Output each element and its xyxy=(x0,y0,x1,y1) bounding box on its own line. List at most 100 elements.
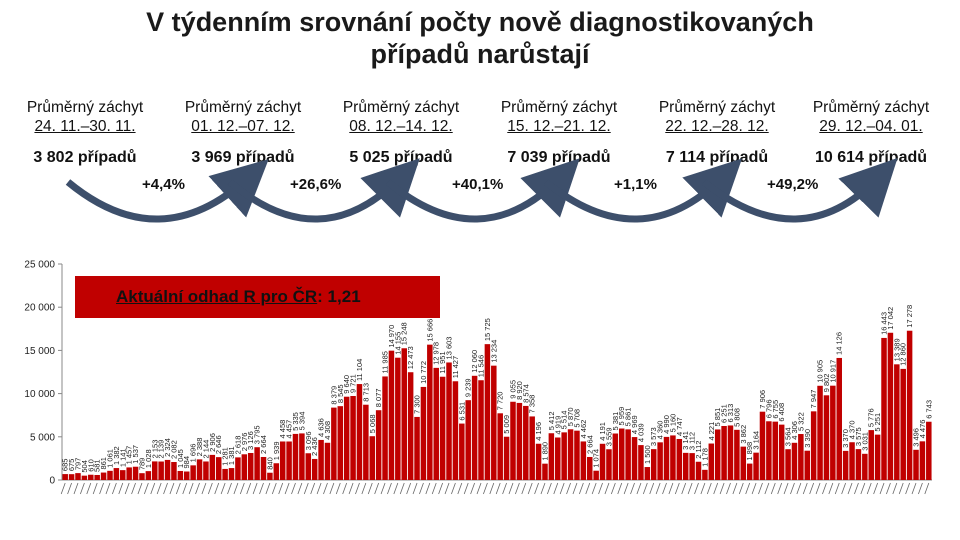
bar xyxy=(836,357,842,480)
x-tick xyxy=(706,482,712,495)
bar-label: 797 xyxy=(73,458,82,471)
bar-label: 1 898 xyxy=(745,442,754,461)
slide-title: V týdenním srovnání počty nově diagnosti… xyxy=(0,6,960,70)
x-tick xyxy=(118,482,124,495)
bar xyxy=(139,473,145,480)
bar-label: 9 802 xyxy=(822,374,831,393)
bar-label: 6 755 xyxy=(771,400,780,419)
bar xyxy=(62,474,68,480)
bar xyxy=(433,367,439,480)
y-tick-label: 20 000 xyxy=(24,303,55,314)
x-tick xyxy=(470,482,475,495)
week-range: 08. 12.–14. 12. xyxy=(349,118,453,135)
bar-label: 3 031 xyxy=(860,432,869,451)
x-tick xyxy=(860,482,866,495)
bar xyxy=(682,452,689,480)
bar-label: 5 514 xyxy=(560,411,569,430)
bar-label: 12 860 xyxy=(899,343,908,366)
bar-label: 9 721 xyxy=(349,374,358,393)
bar-label: 581 xyxy=(93,459,102,472)
bar-label: 15 248 xyxy=(400,322,409,345)
bar-label: 4 308 xyxy=(323,421,332,440)
x-tick xyxy=(815,482,821,495)
bar xyxy=(446,362,452,480)
bar-label: 9 055 xyxy=(508,380,517,399)
x-tick xyxy=(451,482,456,495)
bar xyxy=(548,433,555,480)
bar xyxy=(126,467,132,480)
bar xyxy=(292,433,299,480)
bar xyxy=(759,411,766,480)
bar xyxy=(702,469,708,480)
week-card-3: Průměrný záchyt 08. 12.–14. 12. xyxy=(326,98,476,136)
bar xyxy=(459,423,465,480)
bar-label: 11 985 xyxy=(381,351,390,373)
bar xyxy=(919,441,926,480)
bar-label: 1 074 xyxy=(592,449,601,468)
bar-label: 4 360 xyxy=(656,421,665,440)
bar-label: 14 126 xyxy=(835,332,844,355)
bar xyxy=(388,350,395,480)
bar xyxy=(203,461,209,480)
bar-label: 8 920 xyxy=(515,381,524,400)
x-tick xyxy=(726,482,731,495)
bar-label: 1 141 xyxy=(118,448,127,467)
x-tick xyxy=(674,482,680,495)
x-tick xyxy=(80,482,85,495)
bar xyxy=(676,438,683,480)
bar-label: 4 458 xyxy=(278,420,287,439)
bar xyxy=(625,429,631,480)
bar xyxy=(798,434,804,480)
bar-label: 2 646 xyxy=(214,435,223,454)
bar xyxy=(887,332,894,480)
bar xyxy=(164,459,171,480)
bar-label: 4 196 xyxy=(534,422,543,441)
bar xyxy=(900,368,906,480)
x-tick xyxy=(700,482,706,495)
bar-label: 3 164 xyxy=(752,431,761,450)
bar xyxy=(452,381,459,480)
bar xyxy=(868,430,874,480)
bar xyxy=(503,436,510,480)
bar-label: 17 278 xyxy=(905,305,914,328)
bar-label: 10 772 xyxy=(419,361,428,384)
bar-label: 6 313 xyxy=(726,404,735,423)
week-range: 15. 12.–21. 12. xyxy=(507,118,611,135)
bar xyxy=(145,471,152,480)
week-cases-2: 3 969 případů xyxy=(191,149,295,166)
bar-label: 3 573 xyxy=(649,427,658,446)
bar xyxy=(254,447,260,480)
x-tick xyxy=(444,482,450,495)
change-4: +1,1% xyxy=(614,176,657,193)
x-tick xyxy=(252,482,258,495)
bar-label: 17 042 xyxy=(886,307,895,330)
cases-bar-chart: 0 5 000 10 000 15 000 20 000 25 000 685675797… xyxy=(24,260,933,495)
bar xyxy=(228,468,235,480)
bar xyxy=(842,450,849,480)
bar xyxy=(791,442,798,480)
x-tick xyxy=(802,482,808,495)
bar xyxy=(926,421,932,480)
bar-label: 2 618 xyxy=(233,436,242,455)
x-tick xyxy=(515,482,520,495)
bar-label: 5 381 xyxy=(611,412,620,431)
x-tick xyxy=(335,482,341,495)
bar-label: 8 077 xyxy=(374,388,383,407)
bar xyxy=(766,421,772,480)
bar-label: 5 776 xyxy=(867,408,876,427)
x-tick xyxy=(790,482,795,495)
bar-label: 2 976 xyxy=(240,433,249,452)
x-tick xyxy=(898,482,904,495)
bar-label: 3 141 xyxy=(681,431,690,450)
x-tick xyxy=(534,482,539,495)
bar xyxy=(849,442,855,480)
x-tick xyxy=(777,482,783,495)
bar xyxy=(497,413,503,480)
bar-label: 13 234 xyxy=(489,340,498,363)
x-tick xyxy=(642,482,648,495)
x-tick xyxy=(406,482,412,495)
x-tick xyxy=(553,482,559,495)
bar xyxy=(235,457,241,480)
x-tick xyxy=(67,482,72,495)
bar xyxy=(574,430,580,480)
